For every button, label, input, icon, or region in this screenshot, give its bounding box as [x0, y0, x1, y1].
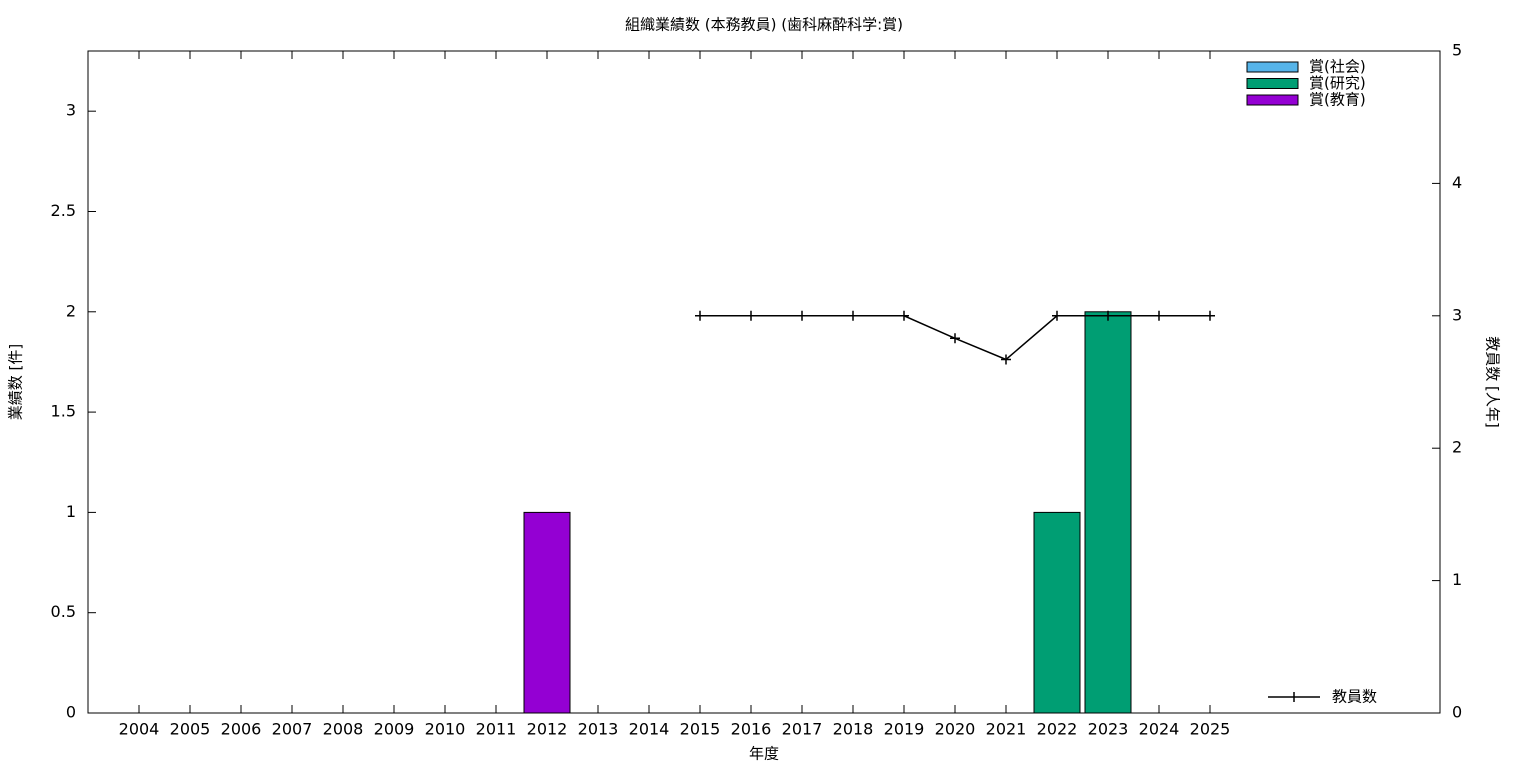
point: [695, 310, 705, 321]
y-tick-label: 1: [66, 502, 76, 521]
x-tick-label: 2004: [119, 720, 160, 739]
bar: [523, 511, 571, 714]
x-tick-label: 2025: [1190, 720, 1231, 739]
x-tick-label: 2022: [1037, 720, 1078, 739]
x-axis-label: 年度: [749, 745, 779, 763]
x-tick-label: 2008: [323, 720, 364, 739]
point: [1103, 310, 1113, 321]
x-tick-label: 2005: [170, 720, 211, 739]
point: [848, 310, 858, 321]
y2-tick-label: 3: [1452, 305, 1462, 324]
x-tick-label: 2024: [1139, 720, 1180, 739]
x-tick-label: 2019: [884, 720, 925, 739]
legend-swatch: [1246, 94, 1299, 106]
x-tick-label: 2015: [680, 720, 721, 739]
legend-label: 賞(教育): [1309, 91, 1366, 109]
x-tick-label: 2017: [782, 720, 823, 739]
legend-swatch: [1246, 61, 1299, 73]
bar: [1033, 511, 1081, 714]
point: [950, 333, 960, 344]
y-tick-label: 3: [66, 101, 76, 120]
bar: [1084, 311, 1132, 714]
chart-title: 組織業績数 (本務教員) (歯科麻酔科学:賞): [625, 16, 903, 34]
legend-swatch: [1246, 78, 1299, 89]
y2-axis-label: 教員数 [人年]: [1484, 336, 1502, 427]
x-tick-label: 2010: [425, 720, 466, 739]
y-tick-label: 2: [66, 301, 76, 320]
point: [1052, 310, 1062, 321]
x-tick-label: 2013: [578, 720, 619, 739]
x-tick-label: 2009: [374, 720, 415, 739]
legend-label: 賞(研究): [1309, 74, 1366, 92]
x-tick-label: 2016: [731, 720, 772, 739]
legend-line: [1268, 692, 1320, 702]
y-tick-label: 1.5: [51, 402, 76, 421]
x-tick-label: 2018: [833, 720, 874, 739]
y2-tick-label: 4: [1452, 173, 1462, 192]
point: [797, 310, 807, 321]
x-tick-label: 2021: [986, 720, 1027, 739]
x-tick-label: 2006: [221, 720, 262, 739]
y2-tick-label: 1: [1452, 570, 1462, 589]
point: [746, 310, 756, 321]
y-tick-label: 2.5: [51, 201, 76, 220]
legend-label: 教員数: [1332, 688, 1377, 706]
legend-label: 賞(社会): [1309, 58, 1366, 76]
y-tick-label: 0.5: [51, 602, 76, 621]
y2-tick-label: 2: [1452, 438, 1462, 457]
y-axis-label: 業績数 [件]: [7, 344, 25, 420]
x-tick-label: 2011: [476, 720, 517, 739]
x-tick-label: 2023: [1088, 720, 1129, 739]
x-tick-label: 2020: [935, 720, 976, 739]
x-tick-label: 2014: [629, 720, 670, 739]
y-tick-label: 0: [66, 703, 76, 722]
y2-tick-label: 5: [1452, 41, 1462, 60]
point: [899, 310, 909, 321]
point: [1154, 310, 1164, 321]
plot-frame: [87, 50, 1441, 714]
x-tick-label: 2007: [272, 720, 313, 739]
point: [1205, 310, 1215, 321]
point: [1001, 354, 1011, 365]
y2-tick-label: 0: [1452, 703, 1462, 722]
x-tick-label: 2012: [527, 720, 568, 739]
